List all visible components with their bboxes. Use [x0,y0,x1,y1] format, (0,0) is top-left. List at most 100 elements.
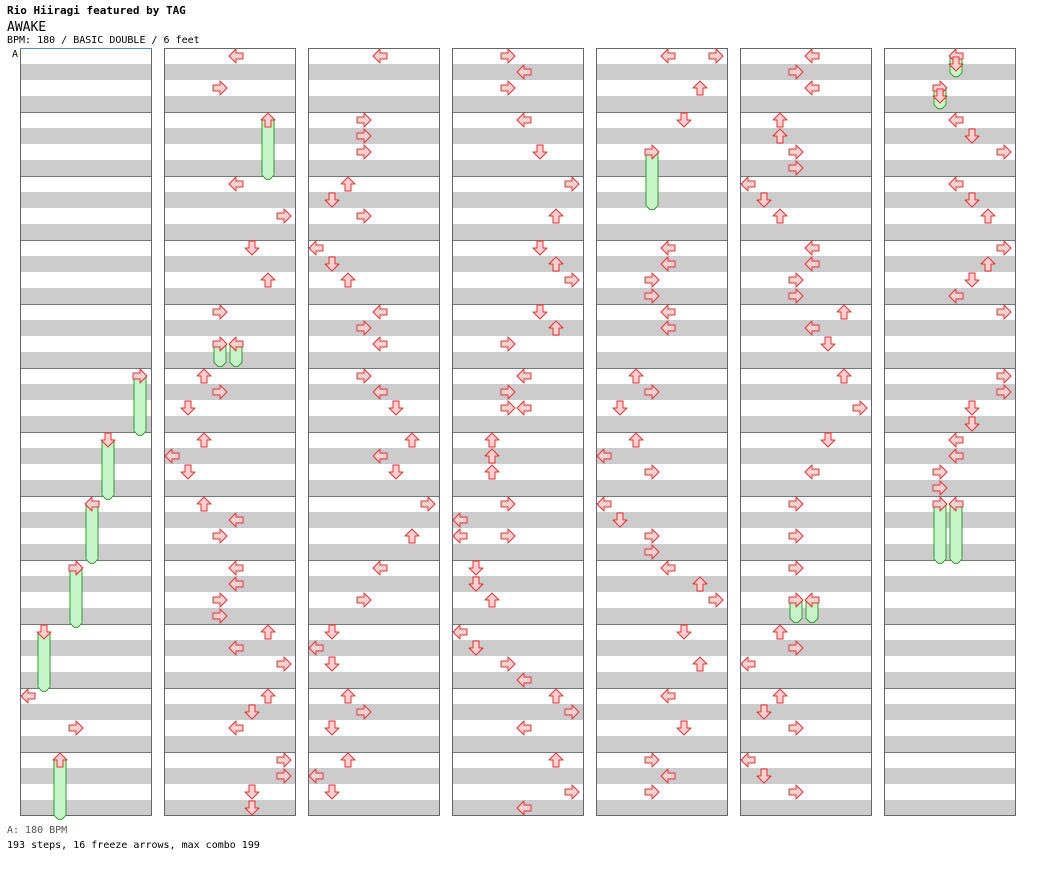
beat-stripe [884,704,1016,720]
step-arrow-up [772,208,788,224]
step-arrow-left [228,560,244,576]
beat-stripe [740,672,872,688]
beat-stripe [20,448,152,464]
step-arrow-up [340,272,356,288]
step-arrow-up [260,272,276,288]
beat-stripe [164,192,296,208]
step-arrow-down [468,560,484,576]
step-arrow-left [516,720,532,736]
chart-column [884,48,1016,816]
beat-stripe [596,736,728,752]
step-arrow-left [804,464,820,480]
beat-stripe [308,672,440,688]
beat-stripe [884,96,1016,112]
step-arrow-right [788,272,804,288]
step-arrow-left [452,624,468,640]
beat-stripe [740,800,872,816]
step-arrow-down [676,624,692,640]
step-arrow-right [996,304,1012,320]
step-arrow-down [932,88,948,104]
step-arrow-right [788,64,804,80]
song-title: AWAKE [7,20,47,35]
beat-stripe [884,320,1016,336]
step-arrow-up [196,496,212,512]
beat-stripe [596,448,728,464]
beat-stripe [20,704,152,720]
step-arrow-left [516,368,532,384]
step-arrow-right [996,368,1012,384]
step-arrow-up [260,688,276,704]
step-arrow-left [452,528,468,544]
step-arrow-up [484,432,500,448]
step-arrow-up [836,368,852,384]
beat-stripe [740,160,872,176]
step-arrow-left [516,64,532,80]
step-arrow-up [772,128,788,144]
beat-stripe [596,352,728,368]
beat-stripe [884,160,1016,176]
step-arrow-left [228,176,244,192]
step-arrow-up [404,432,420,448]
step-arrow-right [276,768,292,784]
beat-stripe [740,512,872,528]
beat-stripe [452,384,584,400]
beat-stripe [308,352,440,368]
column-border [596,48,728,816]
beat-stripe [452,320,584,336]
beat-stripe [164,672,296,688]
step-arrow-right [788,560,804,576]
step-arrow-left [228,48,244,64]
step-arrow-left [308,240,324,256]
beat-stripe [452,288,584,304]
step-arrow-left [660,768,676,784]
beat-stripe [596,672,728,688]
step-arrow-down [964,416,980,432]
step-arrow-down [820,336,836,352]
beat-stripe [884,384,1016,400]
step-arrow-down [244,704,260,720]
step-arrow-right [644,544,660,560]
beat-stripe [20,256,152,272]
beat-stripe [596,96,728,112]
beat-stripe [452,352,584,368]
beat-stripe [452,192,584,208]
step-arrow-up [548,688,564,704]
beat-stripe [452,608,584,624]
step-arrow-left [372,304,388,320]
step-arrow-up [340,752,356,768]
step-arrow-right [644,288,660,304]
beat-stripe [164,704,296,720]
step-arrow-left [660,320,676,336]
beat-stripe [884,480,1016,496]
beat-stripe [20,736,152,752]
beat-stripe [740,640,872,656]
step-arrow-up [980,208,996,224]
step-arrow-left [372,448,388,464]
freeze-arrow [933,503,947,564]
step-arrow-down [612,400,628,416]
step-arrow-left [372,48,388,64]
step-arrow-left [804,592,820,608]
bpm-legend: A: 180 BPM [7,825,68,836]
beat-stripe [884,128,1016,144]
step-arrow-left [228,640,244,656]
step-arrow-right [356,208,372,224]
step-arrow-right [564,704,580,720]
step-arrow-right [212,304,228,320]
step-arrow-down [244,784,260,800]
beat-stripe [740,224,872,240]
beat-stripe [740,736,872,752]
song-artist: Rio Hiiragi featured by TAG [7,4,186,17]
beat-stripe [740,768,872,784]
beat-stripe [884,192,1016,208]
beat-stripe [596,704,728,720]
step-arrow-right [564,272,580,288]
step-arrow-down [244,240,260,256]
beat-stripe [20,96,152,112]
beat-stripe [884,576,1016,592]
step-arrow-down [532,144,548,160]
beat-stripe [452,576,584,592]
beat-stripe [20,800,152,816]
step-arrow-left [516,672,532,688]
step-arrow-down [756,192,772,208]
